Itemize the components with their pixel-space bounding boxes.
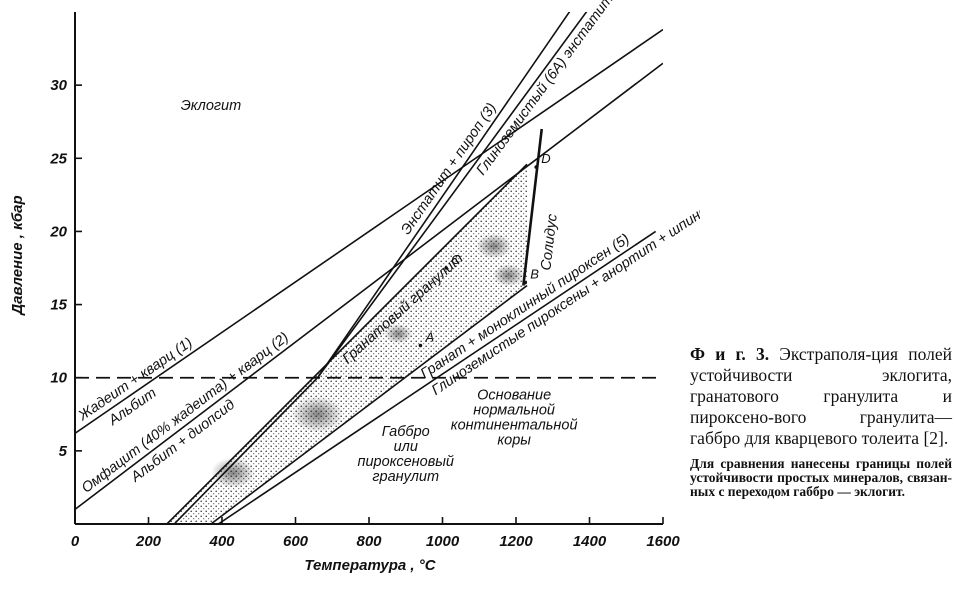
x-tick-label: 1600 (646, 533, 680, 550)
label-crust-base: Основание нормальной континентальной коры (451, 388, 578, 449)
caption-title: Экстраполя-ция полей устойчивости эклоги… (690, 344, 952, 448)
x-tick-label: 1400 (573, 533, 607, 550)
line-garnet-granulite-lower (210, 284, 528, 524)
y-tick-label: 10 (50, 370, 67, 387)
stipple-shade (211, 457, 256, 489)
x-tick-label: 0 (71, 533, 80, 550)
x-axis-title: Температура , °С (304, 557, 436, 574)
x-tick-label: 600 (283, 533, 309, 550)
y-tick-label: 20 (49, 223, 67, 240)
line-granulite-boundary (173, 377, 319, 524)
line-jadeite-quartz (75, 28, 663, 434)
stipple-shade (291, 396, 344, 433)
point-b-label: B (530, 267, 539, 282)
x-tick-label: 1000 (426, 533, 460, 550)
label-solidus: Солидус (538, 212, 561, 271)
point-d-marker (534, 165, 539, 169)
y-tick-label: 5 (59, 443, 68, 460)
point-b-marker (523, 280, 527, 285)
y-axis-title: Давление , кбар (9, 195, 26, 316)
phase-diagram-figure: 0 200 400 600 800 1000 1200 1400 1600 5 10 15 20 25 30… (9, 0, 727, 574)
stipple-shade (384, 324, 413, 344)
line-solidus (522, 128, 544, 286)
x-tick-label: 200 (135, 533, 162, 550)
figure-caption: Ф и г. 3. Экстраполя-ция полей устойчиво… (690, 344, 952, 499)
point-d-label: D (541, 151, 550, 166)
chart-svg: 0 200 400 600 800 1000 1200 1400 1600 5 10 15 20 25 30… (9, 0, 727, 574)
line-garnet-granulite-upper (166, 163, 528, 524)
caption-main: Ф и г. 3. Экстраполя-ция полей устойчиво… (690, 344, 952, 449)
label-eclogite: Эклогит (181, 98, 241, 114)
x-tick-label: 1200 (499, 533, 533, 550)
point-c-marker (444, 266, 448, 270)
y-tick-label: 30 (50, 77, 67, 94)
x-tick-label: 800 (356, 533, 382, 550)
caption-note: Для сравнения нанесены границы полей уст… (690, 456, 952, 499)
x-tick-label: 400 (208, 533, 235, 550)
y-tick-label: 15 (50, 297, 67, 314)
line-omphacite-quartz (75, 62, 663, 511)
caption-figure-number: Ф и г. 3. (690, 344, 770, 364)
stipple-shade (475, 233, 512, 259)
label-gabbro: Габбро или пироксеновый гранулит (357, 424, 454, 485)
line-enstatite-pyrope (316, 12, 571, 379)
point-a-label: A (424, 330, 434, 345)
stipple-shade (492, 264, 525, 287)
point-c-label: C (451, 252, 461, 267)
line-aluminous-enstatite (316, 12, 588, 379)
y-tick-label: 25 (49, 150, 67, 167)
point-a-marker (418, 343, 423, 348)
